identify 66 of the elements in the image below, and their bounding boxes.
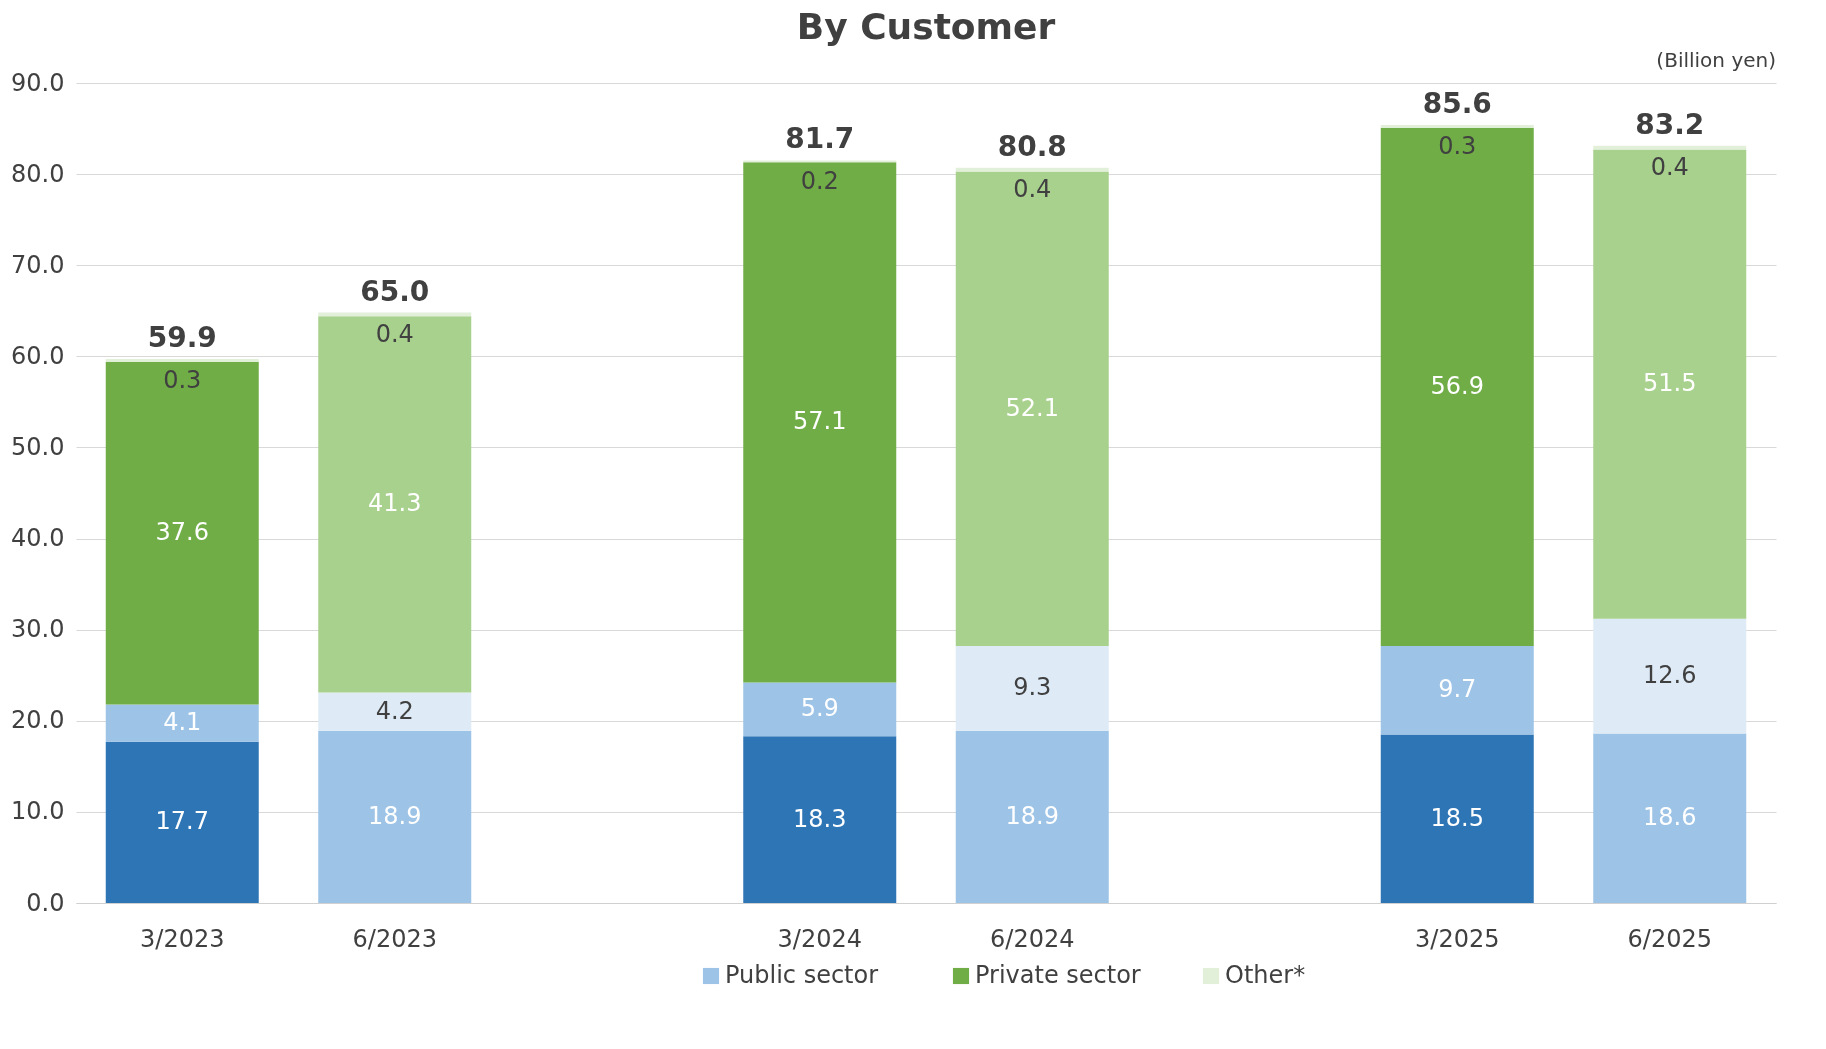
bar (1380, 127, 1534, 647)
total-label: 80.8 (997, 129, 1067, 163)
y-tick-label: 10.0 (11, 797, 65, 826)
x-tick-label: 6/2025 (1627, 924, 1712, 953)
bar (1593, 145, 1747, 150)
x-tick-label: 6/2024 (990, 924, 1075, 953)
data-label: 0.3 (1438, 131, 1477, 160)
chart-title: By Customer (796, 6, 1056, 47)
data-label: 4.2 (375, 696, 414, 725)
y-tick-label: 90.0 (11, 68, 65, 97)
legend-label: Other* (1225, 961, 1306, 989)
data-label: 0.2 (800, 167, 839, 196)
data-label: 0.4 (1013, 174, 1052, 203)
legend-label: Public sector (725, 961, 879, 989)
x-tick-label: 6/2023 (352, 924, 437, 953)
y-tick-label: 30.0 (11, 615, 65, 644)
data-label: 56.9 (1430, 371, 1484, 400)
data-label: 18.3 (793, 804, 847, 833)
y-tick-label: 50.0 (11, 432, 65, 461)
data-label: 51.5 (1643, 369, 1697, 398)
bar (318, 692, 472, 731)
bar (318, 316, 472, 693)
total-label: 83.2 (1635, 107, 1705, 141)
total-label: 59.9 (147, 321, 217, 355)
bar (105, 361, 259, 705)
data-label: 37.6 (155, 518, 209, 547)
y-tick-label: 20.0 (11, 706, 65, 735)
data-label: 9.3 (1013, 673, 1052, 702)
x-tick-label: 3/2023 (140, 924, 225, 953)
y-tick-label: 0.0 (26, 888, 65, 917)
bar (1593, 149, 1747, 619)
data-label: 0.4 (1650, 152, 1689, 181)
total-label: 85.6 (1422, 86, 1492, 120)
data-label: 41.3 (368, 489, 422, 518)
legend-label: Private sector (975, 961, 1141, 989)
data-label: 18.9 (368, 801, 422, 830)
bar (1593, 618, 1747, 734)
y-tick-label: 40.0 (11, 524, 65, 553)
y-tick-label: 70.0 (11, 250, 65, 279)
data-label: 57.1 (793, 407, 847, 436)
data-label: 18.6 (1643, 803, 1697, 832)
bar (955, 171, 1109, 647)
data-label: 17.7 (155, 807, 209, 836)
data-label: 0.3 (163, 366, 202, 395)
data-label: 9.7 (1438, 675, 1477, 704)
data-label: 4.1 (163, 708, 202, 737)
data-label: 12.6 (1643, 661, 1697, 690)
y-tick-label: 60.0 (11, 341, 65, 370)
bar (1380, 734, 1534, 903)
data-label: 52.1 (1005, 393, 1059, 422)
y-tick-label: 80.0 (11, 159, 65, 188)
data-label: 18.9 (1005, 801, 1059, 830)
bar (1380, 124, 1534, 128)
text: (Billion yen) (1656, 48, 1776, 72)
bar (743, 736, 897, 903)
data-label: 18.5 (1430, 803, 1484, 832)
total-label: 65.0 (360, 274, 430, 308)
bar (743, 162, 897, 683)
data-label: 5.9 (800, 694, 839, 723)
total-label: 81.7 (785, 122, 855, 156)
x-tick-label: 3/2024 (777, 924, 862, 953)
x-tick-label: 3/2025 (1415, 924, 1500, 953)
bar (105, 359, 259, 362)
data-label: 0.4 (375, 319, 414, 348)
bar (105, 741, 259, 903)
bar (955, 646, 1109, 731)
